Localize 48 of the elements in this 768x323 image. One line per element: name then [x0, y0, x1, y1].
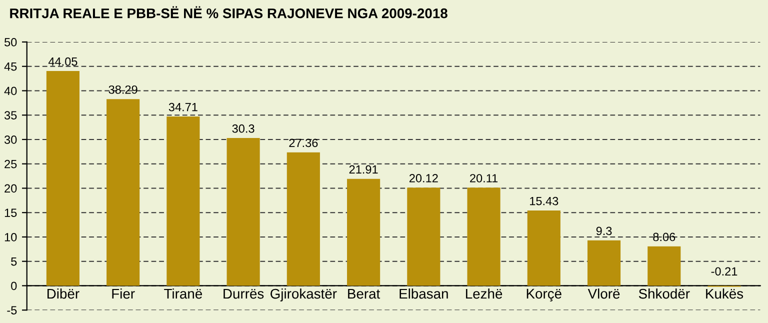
x-tick-label: Korçë: [526, 288, 562, 302]
x-tick-label: Lezhë: [466, 288, 502, 299]
x-tick-label: Kukës: [706, 288, 744, 299]
bar: [407, 188, 440, 286]
y-tick-label: 40: [4, 86, 17, 96]
y-tick-label: 25: [4, 160, 17, 168]
x-tick-label: Dibër: [47, 288, 80, 299]
y-tick-label: 20: [4, 184, 17, 193]
y-tick-label: -5: [7, 306, 17, 314]
x-tick-label: Tiranë: [164, 288, 202, 299]
data-label: 27.36: [289, 138, 318, 148]
data-label: 44.05: [48, 57, 78, 66]
bar: [347, 178, 380, 286]
x-tick-label: Elbasan: [400, 288, 448, 299]
y-tick-label: 15: [4, 208, 17, 217]
bar: [226, 138, 260, 286]
y-tick-label: 45: [4, 62, 17, 71]
y-tick-label: 10: [4, 233, 17, 242]
y-tick-label: 30: [4, 136, 17, 144]
bar: [467, 188, 500, 286]
data-label: 34.71: [168, 102, 198, 112]
bar: [587, 240, 621, 286]
bar: [527, 210, 560, 286]
bar: [648, 246, 681, 286]
data-label: 21.91: [349, 165, 378, 174]
y-tick-label: 0: [11, 282, 17, 290]
data-label: 30.3: [232, 124, 254, 133]
x-tick-label: Fier: [112, 288, 135, 299]
y-tick-label: 50: [4, 38, 17, 46]
x-tick-label: Vlorë: [588, 288, 620, 299]
y-tick-label: 5: [11, 257, 17, 266]
bar: [106, 99, 140, 286]
x-tick-label: Berat: [348, 288, 380, 299]
bar: [286, 152, 320, 286]
data-label: 20.11: [470, 174, 498, 182]
data-label: 8.06: [653, 232, 676, 242]
data-label: -0.21: [711, 267, 738, 276]
x-tick-label: Gjirokastër: [270, 288, 337, 302]
x-tick-label: Durrës: [224, 288, 264, 299]
chart-title: RRITJA REALE E PBB-SË NË % SIPAS RAJONEVE NGA 2009-2018: [10, 6, 448, 18]
y-tick-label: 35: [4, 111, 17, 120]
bar: [46, 70, 80, 286]
bar: [166, 116, 200, 286]
x-tick-label: Shkodër: [638, 288, 690, 299]
data-label: 20.12: [409, 174, 438, 182]
data-label: 9.3: [596, 226, 612, 236]
data-label: 38.29: [108, 85, 138, 94]
data-label: 15.43: [530, 196, 558, 206]
